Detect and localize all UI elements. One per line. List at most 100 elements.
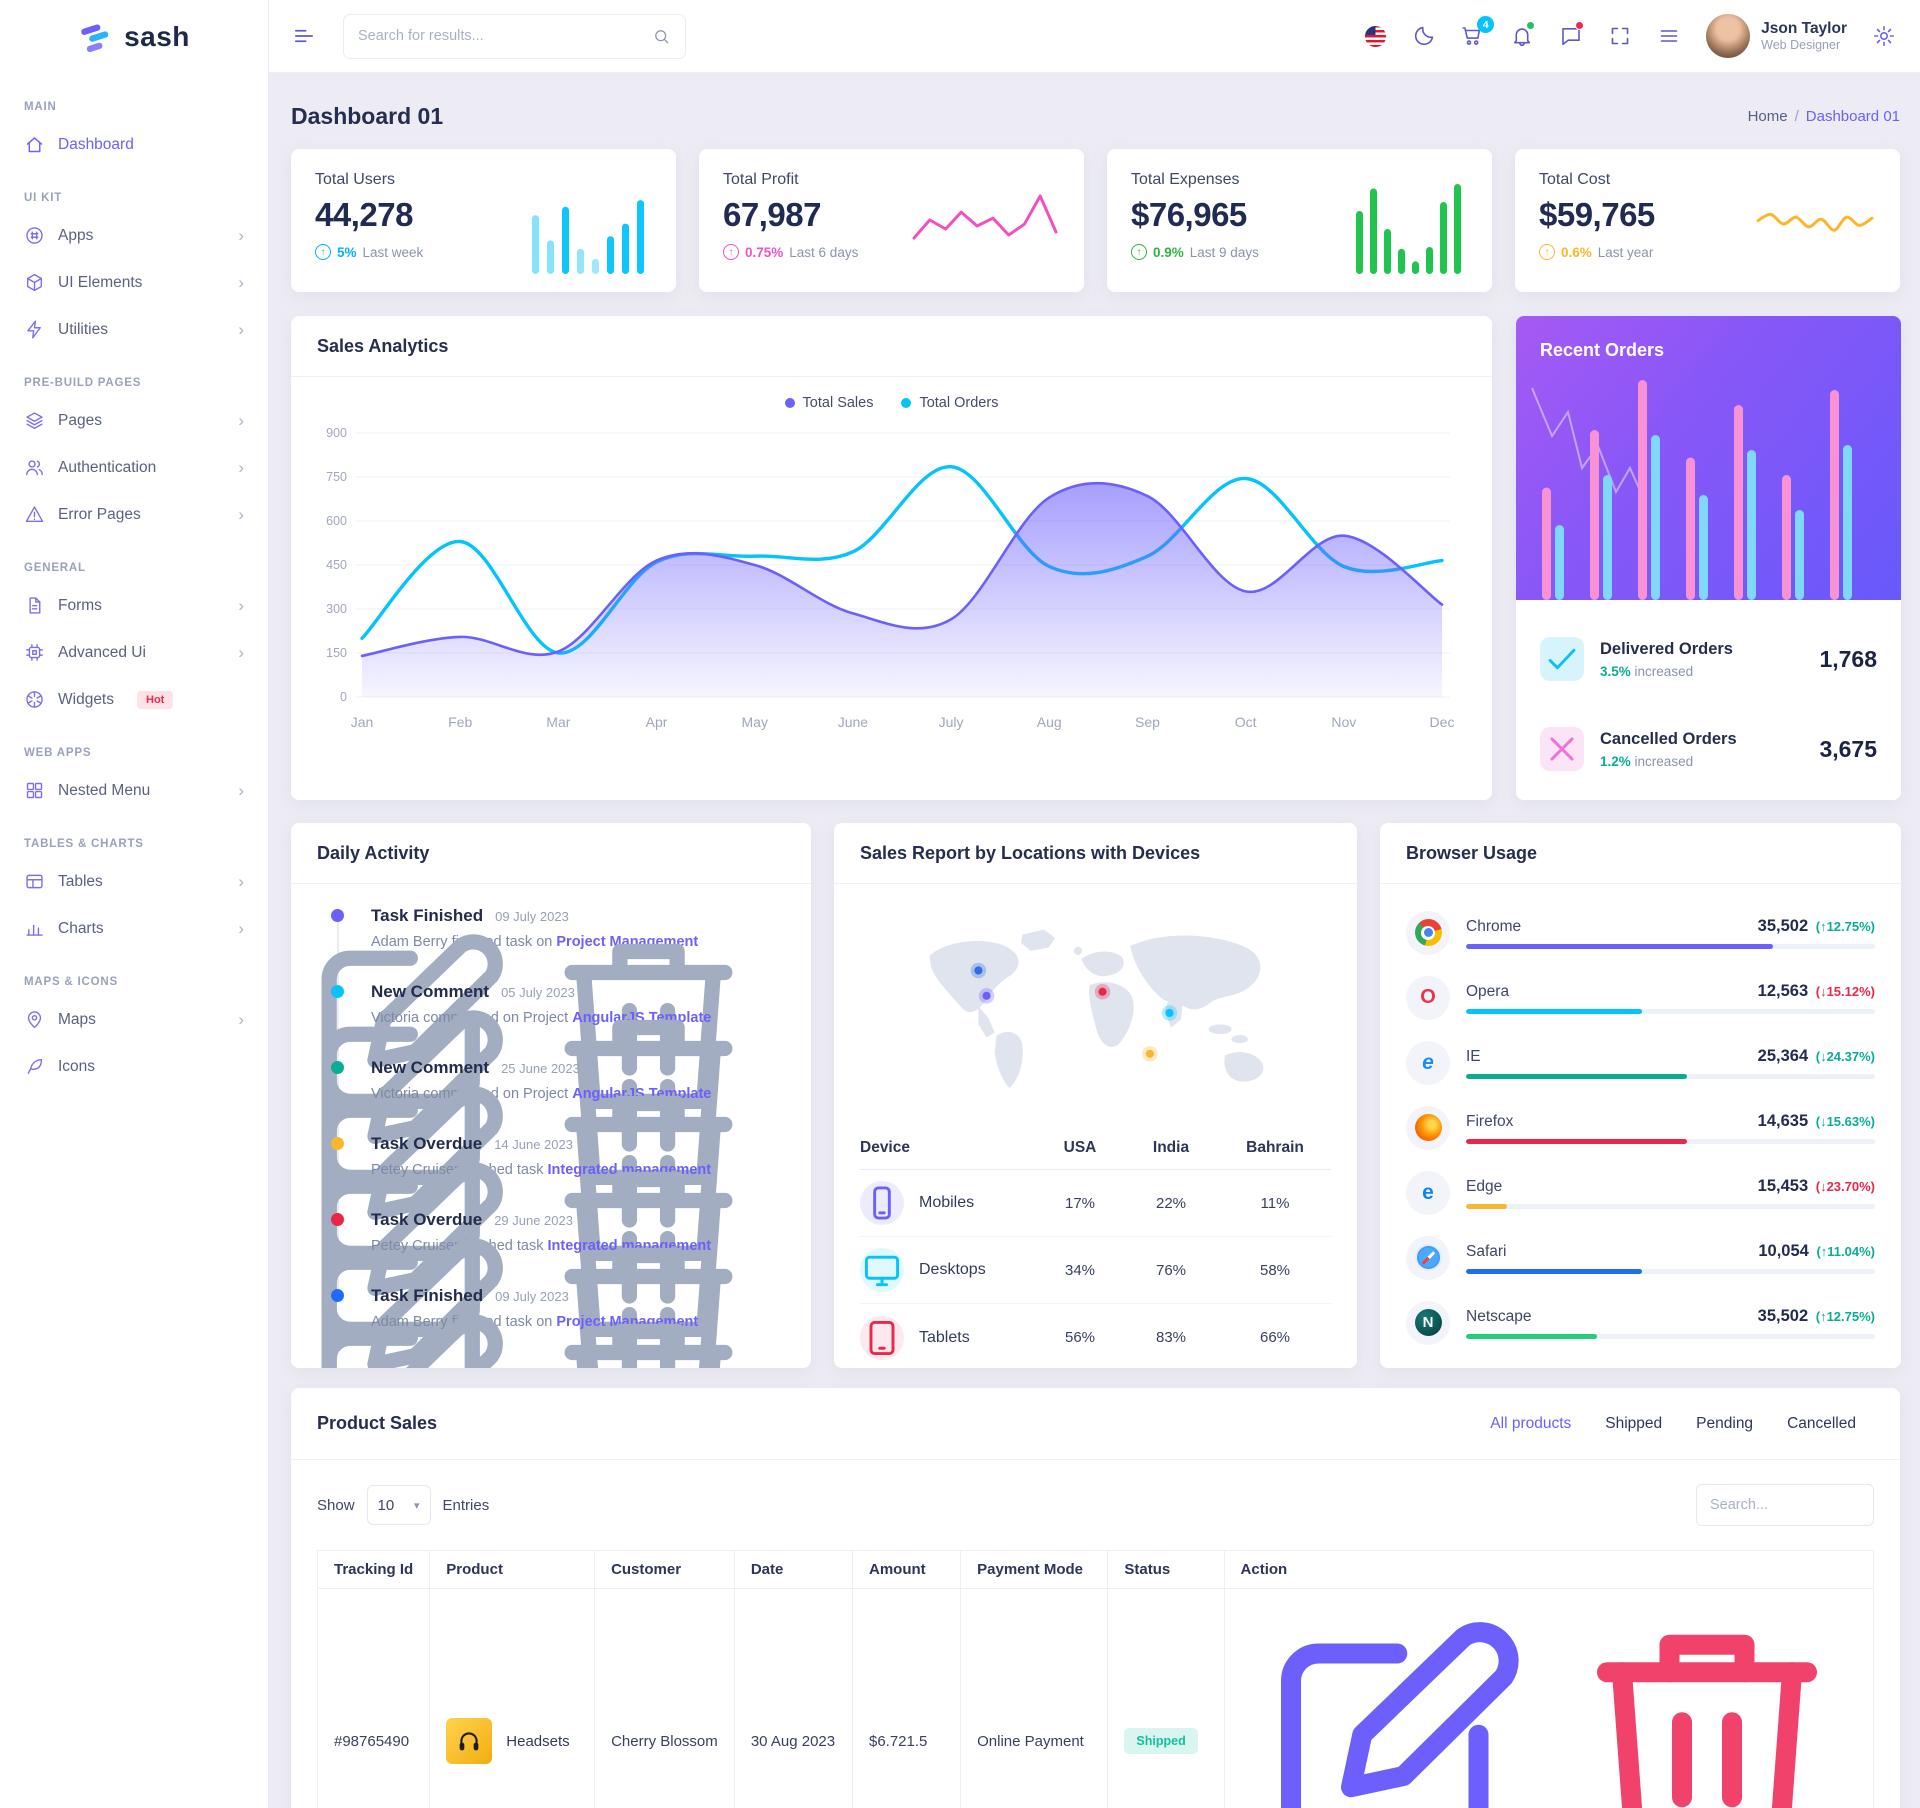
edit-icon[interactable]: [291, 1288, 520, 1368]
logo[interactable]: sash: [0, 0, 268, 73]
language-flag-icon[interactable]: [1363, 24, 1387, 48]
daily-activity-card: Daily Activity Task Finished 09 July 2023…: [291, 823, 811, 1368]
fullscreen-icon[interactable]: [1608, 24, 1632, 48]
sidebar-item-label: Nested Menu: [58, 781, 151, 799]
svg-text:May: May: [742, 714, 768, 730]
menu-toggle-icon[interactable]: [291, 23, 317, 49]
notification-dot: [1526, 21, 1536, 30]
sidebar-section-label: MAPS & ICONS: [24, 976, 118, 988]
sidebar-item-charts[interactable]: Charts ›: [16, 905, 252, 952]
product-tab-shipped[interactable]: Shipped: [1605, 1414, 1663, 1432]
sidebar: sash MAIN Dashboard › UI KIT Apps › UI E…: [0, 0, 269, 1808]
daily-activity-list: Task Finished 09 July 2023 Adam Berry fin…: [291, 884, 811, 1368]
breadcrumb-home[interactable]: Home: [1747, 107, 1788, 125]
activity-item: Task Overdue 14 June 2023 Petey Cruiser f…: [291, 1134, 787, 1337]
chevron-right-icon: ›: [238, 919, 244, 938]
sidebar-item-icons[interactable]: Icons ›: [16, 1043, 252, 1090]
chevron-right-icon: ›: [238, 596, 244, 615]
sidebar-item-dashboard[interactable]: Dashboard ›: [16, 121, 252, 168]
sidebar-item-widgets[interactable]: Widgets Hot ›: [16, 676, 252, 723]
edit-icon[interactable]: [291, 1212, 520, 1368]
trash-icon[interactable]: [534, 1288, 763, 1368]
header-actions: 4 Json Taylor Web Designer: [1363, 14, 1896, 58]
stat-card: Total Cost $59,765 ↑ 0.6% Last year: [1515, 149, 1900, 292]
timeline-dot: [331, 1137, 344, 1150]
sidebar-item-tables[interactable]: Tables ›: [16, 858, 252, 905]
message-dot: [1575, 21, 1585, 30]
logo-icon: [81, 23, 109, 52]
browser-row: Firefox 14,635 (↓15.63%): [1406, 1095, 1875, 1160]
svg-text:600: 600: [326, 514, 347, 528]
sidebar-item-error-pages[interactable]: Error Pages ›: [16, 491, 252, 538]
chevron-right-icon: ›: [238, 458, 244, 477]
browser-usage-list: Chrome 35,502 (↑12.75%) O Opera 12,563 (…: [1380, 884, 1901, 1355]
chevron-right-icon: ›: [238, 411, 244, 430]
settings-gear-icon[interactable]: [1872, 24, 1896, 48]
browser-row: Chrome 35,502 (↑12.75%): [1406, 900, 1875, 965]
chevron-right-icon: ›: [238, 1010, 244, 1029]
edge-logo-icon: e: [1406, 1170, 1450, 1215]
trend-up-icon: ↑: [723, 244, 739, 260]
trash-icon[interactable]: [1557, 1589, 1857, 1808]
header-search[interactable]: [343, 13, 686, 59]
svg-text:Sep: Sep: [1135, 714, 1160, 730]
sidebar-item-apps[interactable]: Apps ›: [16, 212, 252, 259]
sidebar-item-ui-elements[interactable]: UI Elements ›: [16, 259, 252, 306]
entries-select[interactable]: 10 ▾: [366, 1485, 431, 1525]
search-input[interactable]: [358, 28, 652, 44]
activity-item: Task Finished 09 July 2023 Adam Berry fin…: [291, 1286, 787, 1368]
product-tab-all-products[interactable]: All products: [1490, 1414, 1572, 1432]
sidebar-item-label: Tables: [58, 872, 103, 890]
sidebar-nav: MAIN Dashboard › UI KIT Apps › UI Elemen…: [0, 73, 268, 1110]
sidebar-item-label: Authentication: [58, 458, 157, 476]
messages-icon[interactable]: [1559, 21, 1585, 48]
trend-up-icon: ↑: [315, 244, 331, 260]
notifications-bell-icon[interactable]: [1510, 21, 1536, 48]
browser-row: N Netscape 35,502 (↑12.75%): [1406, 1290, 1875, 1355]
show-label: Show: [317, 1496, 355, 1514]
sidebar-item-advanced-ui[interactable]: Advanced Ui ›: [16, 629, 252, 676]
sidebar-item-authentication[interactable]: Authentication ›: [16, 444, 252, 491]
progress-fill: [1466, 943, 1773, 949]
stat-sparkline: [1356, 171, 1468, 274]
sidebar-section: WEB APPS Nested Menu ›: [16, 747, 252, 814]
sidebar-item-forms[interactable]: Forms ›: [16, 582, 252, 629]
recent-orders-chart: [1516, 350, 1901, 600]
timeline-dot: [331, 1289, 344, 1302]
sidebar-item-label: Widgets: [58, 690, 114, 708]
product-tab-pending[interactable]: Pending: [1696, 1414, 1754, 1432]
sidebar-item-label: Pages: [58, 411, 102, 429]
search-icon[interactable]: [652, 27, 671, 46]
user-profile[interactable]: Json Taylor Web Designer: [1706, 14, 1847, 58]
browser-row: e IE 25,364 (↓24.37%): [1406, 1030, 1875, 1095]
cart-icon[interactable]: 4: [1461, 16, 1495, 48]
sidebar-section: TABLES & CHARTS Tables › Charts ›: [16, 838, 252, 952]
activity-item: New Comment 25 June 2023 Victoria comment…: [291, 1058, 787, 1261]
trash-icon[interactable]: [534, 908, 763, 1142]
edit-icon[interactable]: [1241, 1589, 1541, 1808]
page-title: Dashboard 01: [291, 102, 444, 129]
svg-text:Nov: Nov: [1331, 714, 1356, 730]
sidebar-item-nested-menu[interactable]: Nested Menu ›: [16, 767, 252, 814]
chevron-right-icon: ›: [238, 320, 244, 339]
svg-text:900: 900: [326, 426, 347, 440]
svg-text:300: 300: [326, 602, 347, 616]
sidebar-item-pages[interactable]: Pages ›: [16, 397, 252, 444]
progress-fill: [1466, 1073, 1687, 1079]
sidebar-item-maps[interactable]: Maps ›: [16, 996, 252, 1043]
product-tab-cancelled[interactable]: Cancelled: [1787, 1414, 1856, 1432]
timeline-dot: [331, 985, 344, 998]
table-search-input[interactable]: [1696, 1484, 1874, 1526]
sidebar-item-utilities[interactable]: Utilities ›: [16, 306, 252, 353]
progress-track: [1466, 1203, 1875, 1209]
recent-orders-title: Recent Orders: [1540, 340, 1665, 360]
timeline-dot: [331, 1213, 344, 1226]
right-sidebar-toggle-icon[interactable]: [1657, 24, 1681, 48]
chevron-right-icon: ›: [238, 872, 244, 891]
chart-legend: Total Sales Total Orders: [291, 377, 1492, 411]
avatar[interactable]: [1706, 14, 1751, 58]
chevron-right-icon: ›: [238, 273, 244, 292]
sidebar-section-label: TABLES & CHARTS: [24, 838, 144, 850]
dark-mode-moon-icon[interactable]: [1412, 24, 1436, 48]
product-sales-card: Product Sales All products Shipped Pending…: [291, 1388, 1900, 1808]
